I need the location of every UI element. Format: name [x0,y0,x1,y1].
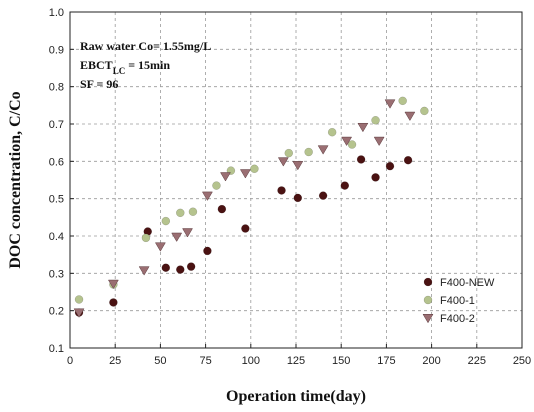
x-tick-label: 250 [513,355,531,367]
point-f400-1 [74,295,84,304]
point-f400-2 [292,161,304,171]
x-tick-label: 75 [199,355,211,367]
point-f400-2 [73,308,85,318]
point-f400-2 [107,279,119,290]
point-f400-new [203,246,212,256]
annotation-text: Raw water Co= 1.55mg/L [80,39,211,53]
x-tick-label: 200 [422,355,440,367]
point-f400-new [186,262,196,271]
point-f400-2 [384,99,396,109]
point-f400-1 [176,208,185,218]
point-f400-new [403,155,413,165]
legend-label-f400-1: F400-1 [440,295,475,307]
point-f400-2 [357,122,369,133]
point-f400-1 [371,116,380,125]
point-f400-new [241,224,250,233]
point-f400-1 [250,164,259,174]
annotation-part: SF = 96 [80,77,118,91]
legend-label-f400-2: F400-2 [440,313,475,325]
point-f400-1 [398,96,407,106]
point-f400-1 [161,216,171,226]
x-axis-ticks: 0 25 50 75 100 125 150 175 200 225 250 [67,344,531,367]
point-f400-new [109,298,118,307]
x-tick-label: 175 [377,355,395,367]
data-points [73,96,429,318]
x-axis-title: Operation time(day) [226,388,366,405]
y-tick-label: 0.1 [49,343,64,355]
point-f400-new [176,265,185,274]
point-f400-2 [277,157,289,167]
y-tick-label: 1.0 [49,7,64,19]
y-axis-ticks: 0.1 0.2 0.3 0.4 0.5 0.6 0.7 0.8 0.9 1.0 [49,7,74,355]
point-f400-new [318,191,328,200]
y-axis-title: DOC concentration, C/Co [7,91,24,268]
point-f400-1 [212,181,221,190]
point-f400-2 [138,266,150,276]
y-tick-label: 0.5 [49,194,64,206]
legend-marker-f400-1 [423,295,433,305]
point-f400-1 [188,207,198,216]
y-tick-label: 0.2 [49,306,64,318]
annotation-subscript: LC [113,66,126,76]
legend-marker-f400-2 [422,314,434,324]
point-f400-1 [347,140,357,149]
y-tick-label: 0.6 [49,156,64,168]
point-f400-new [356,155,366,164]
x-tick-label: 0 [67,355,73,367]
y-tick-label: 0.7 [49,119,64,131]
point-f400-2 [154,242,166,252]
x-tick-label: 225 [468,355,486,367]
annotation-part: EBCT [80,58,113,72]
point-f400-2 [171,232,183,242]
point-f400-1 [420,106,429,116]
annotation-text: SF = 96 [80,77,118,91]
legend-label-f400-new: F400-NEW [440,277,495,289]
annotation-text: EBCTLC = 15min [80,58,170,76]
point-f400-2 [317,145,329,155]
x-tick-label: 150 [332,355,350,367]
annotation-part: = 15min [125,58,170,72]
point-f400-1 [284,148,294,158]
point-f400-2 [239,169,251,179]
grid-lines [70,12,522,348]
legend: F400-NEW F400-1 F400-2 [422,277,495,325]
x-tick-label: 50 [154,355,166,367]
annotation-part: Raw water Co= 1.55mg/L [80,39,211,53]
legend-marker-f400-new [423,277,433,287]
point-f400-1 [304,147,313,157]
y-tick-label: 0.8 [49,82,64,94]
point-f400-new [277,186,286,195]
y-tick-label: 0.9 [49,44,64,56]
point-f400-new [340,181,350,190]
point-f400-2 [201,191,213,201]
point-f400-new [385,161,395,171]
x-tick-label: 125 [287,355,305,367]
y-tick-label: 0.3 [49,268,64,280]
point-f400-2 [220,172,231,182]
point-f400-2 [373,136,385,147]
point-f400-new [293,193,303,203]
point-f400-1 [141,233,151,243]
x-tick-label: 25 [109,355,121,367]
point-f400-new [217,204,227,214]
point-f400-2 [341,136,353,147]
point-f400-2 [404,111,416,122]
x-tick-label: 100 [242,355,260,367]
point-f400-new [161,263,171,272]
point-f400-new [371,173,380,182]
point-f400-2 [182,228,193,238]
point-f400-1 [327,127,337,137]
y-tick-label: 0.4 [49,231,64,243]
